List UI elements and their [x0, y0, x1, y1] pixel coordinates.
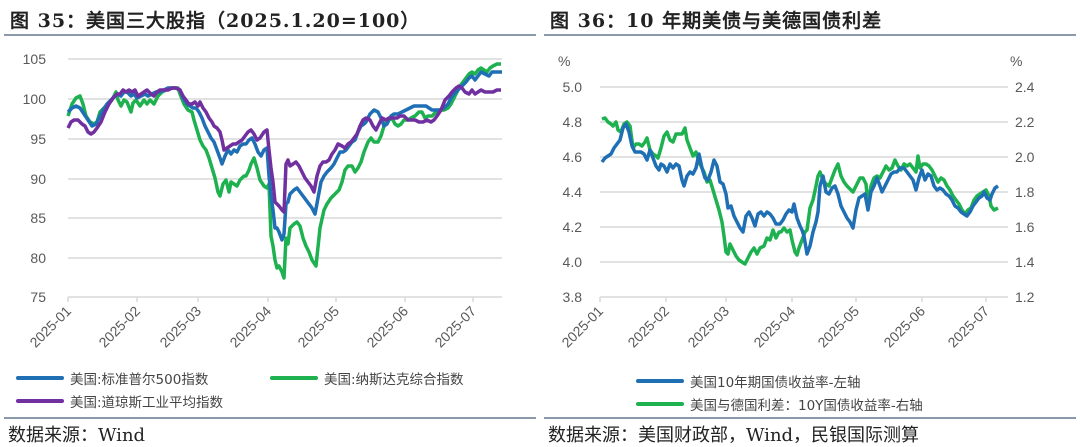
svg-text:1.6: 1.6 [1015, 219, 1035, 235]
figure-35-title: 图 35：美国三大股指（2025.1.20=100） [10, 10, 421, 32]
svg-text:85: 85 [30, 210, 46, 226]
legend-label: 美国:标准普尔500指数 [70, 372, 209, 388]
svg-text:95: 95 [30, 131, 46, 147]
nasdaq-line [66, 62, 501, 280]
gridlines [600, 86, 1008, 298]
svg-text:4.8: 4.8 [563, 114, 583, 130]
svg-text:90: 90 [30, 171, 46, 187]
legend-swatch-blue [636, 379, 684, 383]
x-axis-labels: 2025-01 2025-02 2025-03 2025-04 2025-05 … [26, 303, 479, 351]
svg-text:2025-06: 2025-06 [880, 303, 928, 351]
x-axis-ticks [67, 297, 474, 302]
figure-36-panel: 图 36：10 年期美债与美德国债利差 % % 5.0 4.8 4.6 4. [540, 0, 1080, 446]
legend-item-sp500: 美国:标准普尔500指数 [16, 368, 208, 388]
legend-swatch-purple [16, 399, 64, 403]
data-source: 数据来源：美国财政部，Wind，民银国际测算 [548, 425, 920, 446]
svg-text:2025-02: 2025-02 [624, 303, 672, 351]
title-divider [4, 34, 536, 36]
legend-item-dow: 美国:道琼斯工业平均指数 [16, 391, 223, 411]
treasury-spread-chart: % % 5.0 4.8 4.6 4.4 4.2 4.0 3.8 [558, 53, 1035, 351]
svg-text:2025-05: 2025-05 [294, 303, 342, 351]
svg-text:2025-04: 2025-04 [226, 303, 274, 351]
right-axis-unit: % [1010, 53, 1022, 69]
data-source: 数据来源：Wind [8, 425, 146, 446]
x-axis-ticks [599, 297, 987, 302]
legend-label: 美国:道琼斯工业平均指数 [70, 395, 224, 411]
svg-text:75: 75 [30, 289, 46, 305]
legend-swatch-blue [16, 376, 64, 380]
svg-text:3.8: 3.8 [563, 289, 583, 305]
svg-text:2.2: 2.2 [1015, 114, 1035, 130]
legend-swatch-green [636, 402, 684, 406]
us-de-spread-line [601, 116, 999, 266]
svg-text:2025-05: 2025-05 [814, 303, 862, 351]
legend-label: 美国与德国利差：10Y国债收益率-右轴 [690, 398, 923, 414]
stock-index-chart: 105 100 95 90 85 80 75 2025-01 2025-02 2… [23, 51, 502, 351]
source-divider [4, 417, 536, 419]
svg-text:80: 80 [30, 250, 46, 266]
legend-label: 美国10年期国债收益率-左轴 [690, 375, 861, 391]
dow-jones-line [66, 84, 501, 214]
svg-text:2.0: 2.0 [1015, 149, 1035, 165]
figure-35-panel: 图 35：美国三大股指（2025.1.20=100） 105 100 95 90 [0, 0, 540, 446]
svg-text:2025-03: 2025-03 [684, 303, 732, 351]
sp500-line [66, 70, 502, 242]
legend-item-us-10y: 美国10年期国债收益率-左轴 [636, 371, 861, 391]
svg-text:2025-02: 2025-02 [95, 303, 143, 351]
svg-text:2025-07: 2025-07 [431, 303, 479, 351]
legend-label: 美国:纳斯达克综合指数 [324, 372, 464, 388]
svg-text:2025-01: 2025-01 [558, 303, 606, 351]
svg-text:105: 105 [23, 51, 47, 67]
svg-text:1.8: 1.8 [1015, 184, 1035, 200]
left-axis-unit: % [558, 53, 570, 69]
svg-text:4.4: 4.4 [563, 184, 583, 200]
svg-text:1.2: 1.2 [1015, 289, 1035, 305]
source-divider [544, 417, 1076, 419]
right-y-axis-labels: 2.4 2.2 2.0 1.8 1.6 1.4 1.2 [1015, 79, 1035, 305]
svg-text:2.4: 2.4 [1015, 79, 1035, 95]
title-divider [544, 34, 1076, 36]
svg-text:2025-03: 2025-03 [156, 303, 204, 351]
svg-text:4.0: 4.0 [563, 254, 583, 270]
svg-text:100: 100 [23, 91, 47, 107]
us-10y-yield-line [600, 122, 999, 256]
svg-text:2025-06: 2025-06 [363, 303, 411, 351]
legend-swatch-green [270, 376, 318, 380]
svg-text:1.4: 1.4 [1015, 254, 1035, 270]
svg-text:4.2: 4.2 [563, 219, 583, 235]
legend-item-nasdaq: 美国:纳斯达克综合指数 [270, 368, 464, 388]
left-y-axis-labels: 5.0 4.8 4.6 4.4 4.2 4.0 3.8 [563, 79, 583, 305]
svg-text:5.0: 5.0 [563, 79, 583, 95]
legend-item-us-de-spread: 美国与德国利差：10Y国债收益率-右轴 [636, 394, 923, 414]
svg-text:2025-07: 2025-07 [944, 303, 992, 351]
x-axis-labels: 2025-01 2025-02 2025-03 2025-04 2025-05 … [558, 303, 992, 351]
figure-36-title: 图 36：10 年期美债与美德国债利差 [550, 10, 883, 32]
svg-text:2025-01: 2025-01 [26, 303, 74, 351]
svg-text:4.6: 4.6 [563, 149, 583, 165]
y-axis-labels: 105 100 95 90 85 80 75 [23, 51, 47, 305]
svg-text:2025-04: 2025-04 [750, 303, 798, 351]
